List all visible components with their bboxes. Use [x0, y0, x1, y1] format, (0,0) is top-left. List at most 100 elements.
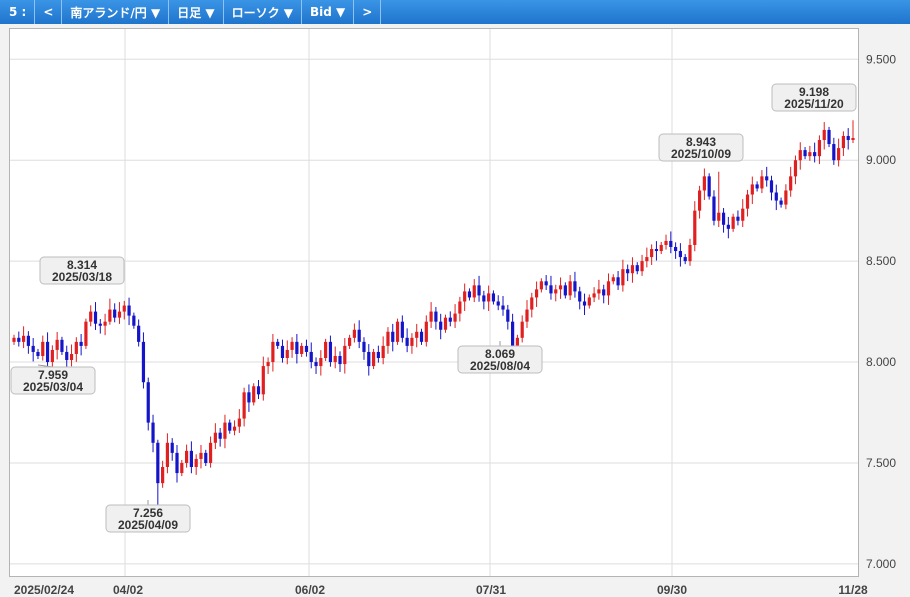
candle	[165, 433, 170, 474]
candle	[482, 290, 486, 310]
candle	[108, 298, 112, 325]
candle	[175, 445, 179, 483]
annotation-date: 2025/10/09	[671, 147, 731, 161]
candle	[103, 313, 107, 336]
x-tick-label: 11/28	[838, 583, 868, 597]
candle	[487, 285, 491, 311]
candle	[117, 302, 122, 324]
candle	[664, 234, 668, 250]
x-tick-label: 04/02	[113, 583, 143, 597]
candle	[707, 173, 711, 200]
candle	[491, 290, 496, 305]
prev-button[interactable]: <	[35, 0, 63, 24]
candle	[170, 438, 174, 461]
candle	[352, 323, 356, 343]
candle	[319, 350, 323, 376]
next-button[interactable]: >	[354, 0, 382, 24]
candle	[554, 284, 558, 302]
candle	[280, 339, 285, 363]
candle	[89, 305, 93, 327]
candle	[621, 259, 625, 292]
y-tick-label: 7.000	[866, 557, 896, 571]
candle	[405, 328, 409, 353]
candle	[410, 333, 414, 354]
candle	[650, 244, 654, 265]
annotation-value: 8.314	[67, 258, 97, 272]
y-tick-label: 8.000	[866, 355, 896, 369]
candle	[606, 273, 611, 305]
candle	[338, 351, 342, 372]
candle	[194, 454, 198, 475]
candlestick-chart[interactable]: 8.3142025/03/187.9592025/03/047.2562025/…	[0, 24, 910, 597]
candle	[127, 297, 131, 326]
candle	[266, 357, 270, 374]
candle	[477, 275, 481, 302]
candle	[295, 333, 299, 364]
candle	[180, 459, 184, 477]
candle	[549, 275, 553, 300]
candle	[582, 293, 587, 316]
candle	[846, 128, 850, 150]
candle	[472, 279, 476, 303]
candle	[21, 326, 26, 349]
plot-area	[9, 28, 859, 577]
candle	[391, 323, 395, 352]
candle	[419, 328, 424, 345]
candle	[626, 264, 630, 282]
candle	[654, 241, 659, 261]
candle	[669, 231, 673, 254]
candle	[348, 334, 352, 349]
chart-frame: 8.314 2025/03/18 7.959 2025/03/04 7.256 2025/…	[0, 24, 910, 597]
candle	[616, 271, 620, 290]
candle	[424, 315, 428, 347]
candle	[496, 295, 500, 311]
candle	[84, 318, 88, 349]
price-type-dropdown[interactable]: Bid ▼	[302, 0, 355, 24]
candle	[252, 383, 256, 406]
candle	[395, 318, 400, 345]
candle	[688, 238, 692, 266]
candle	[563, 282, 567, 299]
candle	[146, 377, 150, 431]
candle	[79, 333, 83, 356]
candle	[304, 339, 309, 357]
candle	[247, 384, 251, 412]
candle	[741, 199, 745, 228]
x-tick-label: 06/02	[295, 583, 325, 597]
y-tick-label: 8.500	[866, 254, 896, 268]
candle	[645, 247, 649, 268]
candle	[640, 254, 644, 276]
candle	[721, 208, 726, 233]
candle	[702, 168, 706, 200]
candle	[300, 342, 304, 357]
candle	[93, 302, 98, 330]
candle	[156, 439, 160, 513]
candle	[678, 243, 683, 267]
candle	[237, 409, 241, 433]
chart-type-dropdown[interactable]: ローソク ▼	[224, 0, 303, 24]
timeframe-label: 5 :	[0, 0, 36, 24]
annotation-date: 2025/11/20	[784, 97, 844, 111]
candle	[525, 300, 529, 328]
candle	[343, 338, 347, 374]
candle	[443, 314, 448, 333]
period-dropdown[interactable]: 日足 ▼	[169, 0, 224, 24]
candle	[228, 419, 232, 434]
candle	[386, 327, 390, 354]
candle	[376, 345, 380, 363]
candle	[458, 296, 462, 322]
candle	[750, 176, 754, 204]
annotation-value: 8.069	[485, 347, 515, 361]
candle	[232, 420, 237, 436]
candle	[453, 304, 457, 328]
candle	[371, 348, 376, 370]
candle	[309, 342, 313, 369]
candle	[50, 345, 54, 370]
candle	[568, 275, 572, 301]
candle	[851, 120, 855, 144]
currency-pair-dropdown[interactable]: 南アランド/円 ▼	[62, 0, 170, 24]
candle	[256, 380, 261, 399]
